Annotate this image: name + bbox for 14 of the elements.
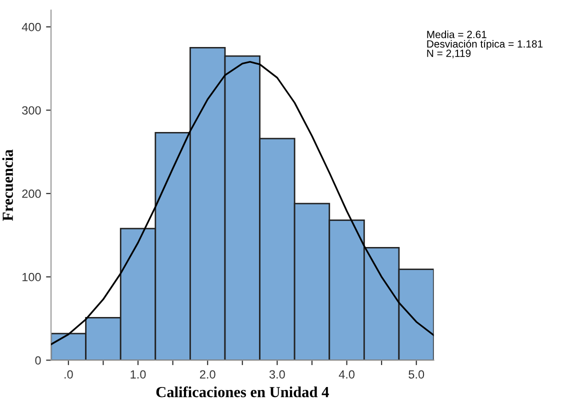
x-tick-label: 4.0 — [338, 370, 355, 379]
x-tick-label: .0 — [64, 370, 73, 379]
y-tick-label: 0 — [35, 356, 41, 365]
y-tick-label: 100 — [22, 272, 41, 282]
x-tick-label: 5.0 — [408, 370, 424, 379]
x-axis-title: Calificaciones en Unidad 4 — [156, 386, 329, 398]
x-tick-label: 3.0 — [269, 370, 285, 379]
y-tick-label: 300 — [22, 106, 41, 115]
y-tick-label: 400 — [22, 22, 41, 32]
y-axis-title: Frecuencia — [2, 149, 13, 221]
y-tick-label: 200 — [22, 190, 41, 198]
x-tick-label: 2.0 — [200, 370, 216, 379]
annotation: Media = 2.61 Desviación típica = 1.181 N = 2,119 — [427, 30, 543, 58]
x-tick-label: 1.0 — [130, 370, 146, 379]
